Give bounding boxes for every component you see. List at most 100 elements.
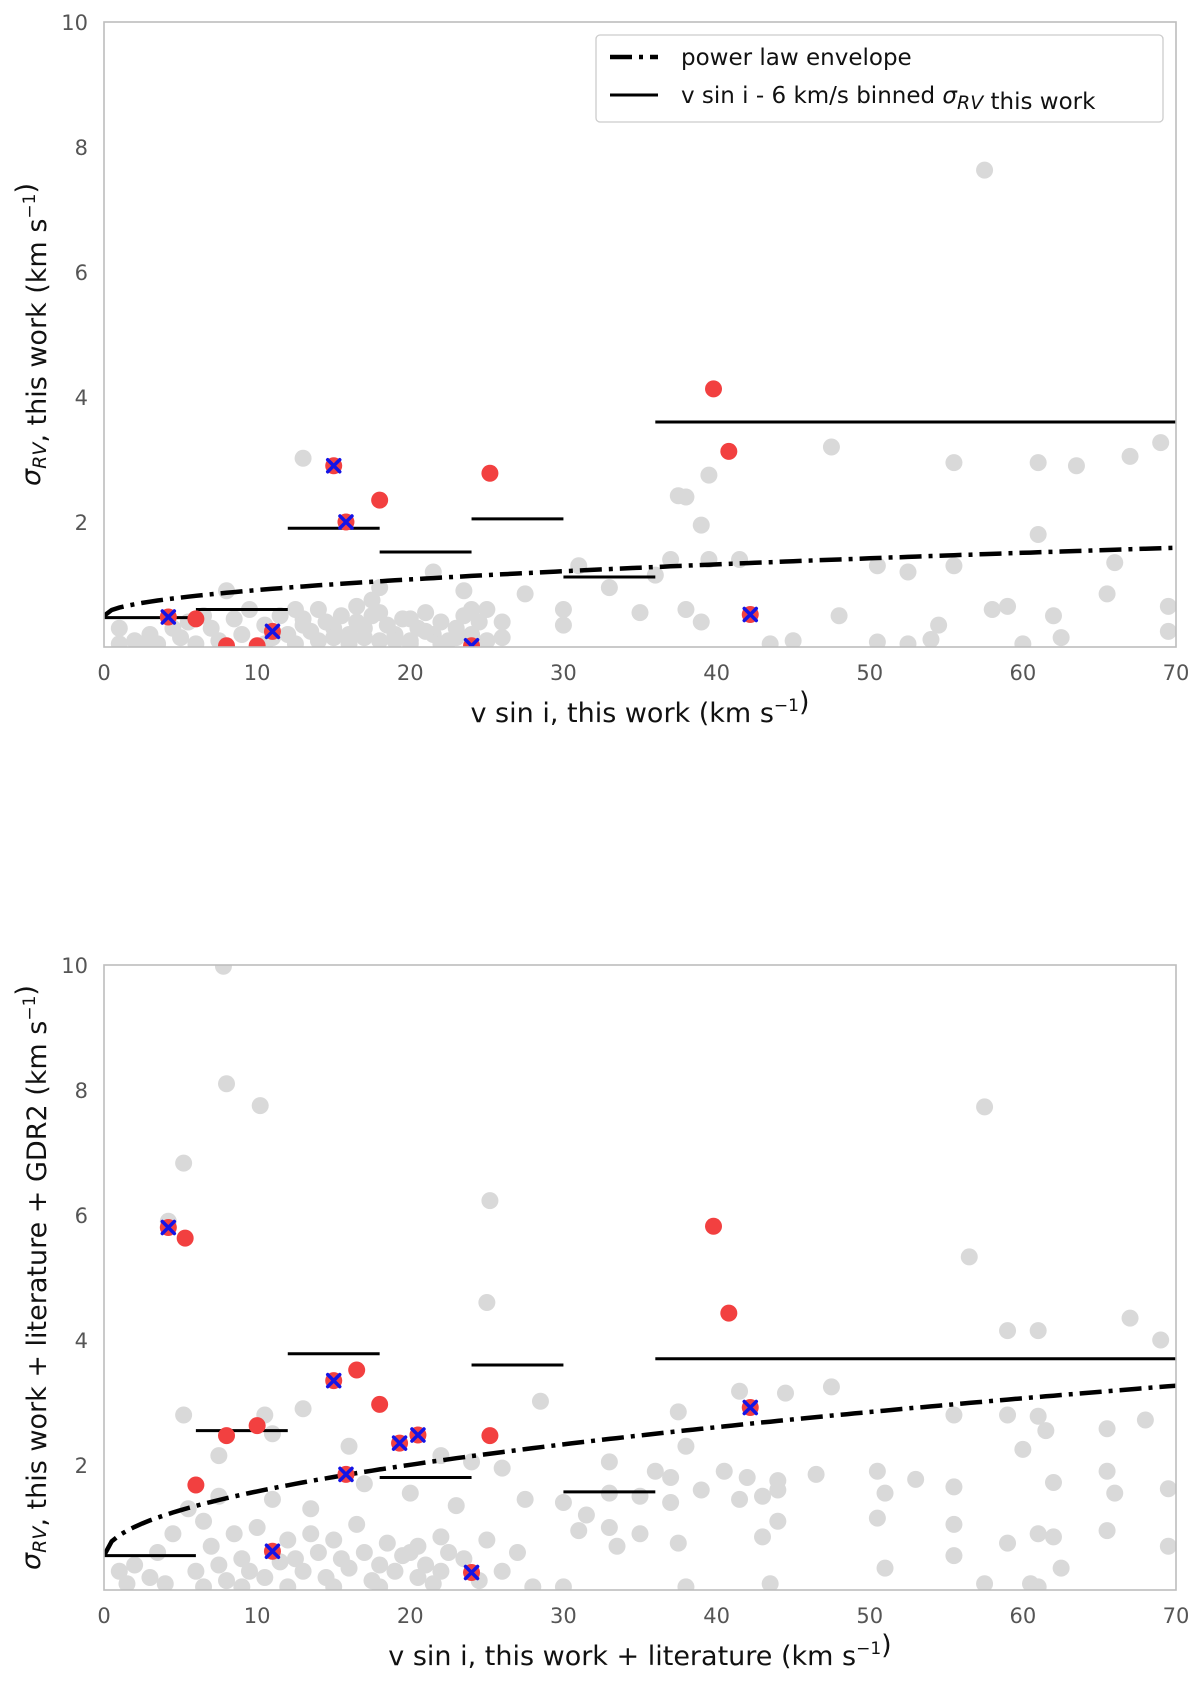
- data-point-crossed-x: [338, 1466, 354, 1483]
- data-point-gray: [202, 619, 220, 637]
- data-point-gray: [133, 635, 151, 647]
- data-point-gray: [463, 601, 481, 618]
- data-point-gray: [1029, 1322, 1047, 1340]
- data-point-gray: [761, 1575, 779, 1590]
- data-point-crossed-x: [325, 1372, 342, 1389]
- data-point-gray: [677, 1437, 695, 1455]
- data-point-red: [176, 1229, 194, 1247]
- data-point-gray: [646, 566, 664, 584]
- data-point-gray: [218, 1075, 236, 1093]
- data-point-gray: [256, 1569, 274, 1586]
- data-point-gray: [286, 601, 304, 618]
- data-point-crossed-x: [463, 1564, 480, 1581]
- data-point-gray: [692, 613, 710, 631]
- data-point-gray: [302, 1500, 320, 1518]
- data-point-gray: [784, 632, 802, 647]
- data-point-gray: [251, 1097, 269, 1115]
- y-tick-label: 4: [75, 386, 88, 410]
- data-point-gray: [1037, 1422, 1055, 1440]
- data-point-gray: [945, 1547, 963, 1565]
- data-point-gray: [309, 632, 327, 647]
- x-tick-label: 30: [550, 661, 577, 685]
- data-point-gray: [999, 1322, 1017, 1340]
- y-tick-label: 6: [75, 261, 88, 285]
- data-point-gray: [677, 1578, 695, 1590]
- x-tick-label: 70: [1163, 661, 1190, 685]
- data-point-gray: [432, 613, 450, 631]
- data-point-red: [481, 1427, 499, 1445]
- data-point-gray: [822, 438, 840, 456]
- data-point-gray: [554, 616, 572, 634]
- data-point-gray: [187, 635, 205, 647]
- data-point-gray: [1098, 1522, 1116, 1540]
- data-point-crossed-x: [742, 606, 759, 623]
- data-point-gray: [279, 1531, 297, 1549]
- data-point-gray: [463, 1453, 481, 1471]
- data-point-gray: [769, 1481, 787, 1499]
- data-point-gray: [1029, 526, 1047, 543]
- data-point-crossed-x: [391, 1435, 408, 1451]
- data-point-gray: [945, 454, 963, 472]
- data-point-gray: [126, 1556, 144, 1574]
- x-tick-label: 10: [244, 661, 271, 685]
- data-point-gray: [1067, 457, 1085, 475]
- data-point-gray: [669, 1534, 687, 1552]
- data-point-gray: [470, 613, 488, 631]
- data-point-gray: [325, 1531, 343, 1549]
- data-point-gray: [1159, 622, 1176, 640]
- data-point-gray: [600, 1453, 618, 1471]
- data-point-gray: [731, 1382, 749, 1400]
- data-point-gray: [371, 604, 389, 622]
- data-point-gray: [692, 1481, 710, 1499]
- data-point-gray: [930, 616, 948, 634]
- data-point-gray: [731, 551, 749, 568]
- data-point-gray: [386, 632, 404, 647]
- y-axis-label: σRV, this work (km s−1): [11, 183, 53, 486]
- data-point-gray: [378, 1534, 396, 1552]
- data-point-gray: [478, 1531, 496, 1549]
- data-point-crossed: [463, 637, 481, 647]
- data-point-gray: [1014, 635, 1032, 647]
- data-point-gray: [999, 597, 1017, 615]
- data-point-gray: [175, 1406, 193, 1424]
- data-point-gray: [983, 601, 1001, 618]
- data-point-gray: [149, 1544, 167, 1561]
- x-tick-label: 20: [397, 1604, 424, 1628]
- data-point-gray: [294, 1562, 312, 1580]
- data-point-gray: [1121, 447, 1139, 465]
- data-point-crossed: [325, 457, 343, 475]
- data-point-gray: [233, 1578, 251, 1590]
- x-tick-label: 10: [244, 1604, 271, 1628]
- data-point-gray: [417, 604, 435, 622]
- data-point-gray: [807, 1465, 825, 1483]
- x-tick-label: 40: [703, 661, 730, 685]
- data-point-crossed: [741, 606, 759, 623]
- data-point-gray: [899, 563, 917, 581]
- data-point-red: [705, 380, 723, 398]
- data-point-crossed: [159, 1219, 177, 1236]
- data-point-gray: [447, 629, 465, 647]
- data-point-gray: [371, 579, 389, 597]
- axes-frame: [103, 964, 1177, 1591]
- data-point-gray: [355, 619, 373, 637]
- data-point-red: [248, 637, 266, 647]
- data-point-gray: [172, 629, 190, 647]
- data-point-crossed: [409, 1426, 427, 1444]
- y-tick-label: 2: [75, 1454, 88, 1478]
- data-point-gray: [233, 1550, 251, 1568]
- data-point-gray: [118, 1575, 136, 1590]
- data-point-gray: [945, 557, 963, 575]
- data-point-gray: [493, 1562, 511, 1580]
- data-point-red: [218, 1427, 236, 1445]
- data-point-gray: [1159, 1480, 1176, 1498]
- data-point-gray: [225, 610, 243, 628]
- y-tick-label: 6: [75, 1204, 88, 1228]
- data-point-gray: [1152, 434, 1170, 452]
- data-point-red: [371, 491, 389, 509]
- plot-area: [104, 965, 1176, 1590]
- data-point-gray: [715, 1462, 733, 1480]
- legend-label: power law envelope: [681, 45, 912, 71]
- data-point-crossed: [391, 1434, 409, 1452]
- data-point-gray: [309, 601, 327, 618]
- data-point-gray: [240, 1562, 258, 1580]
